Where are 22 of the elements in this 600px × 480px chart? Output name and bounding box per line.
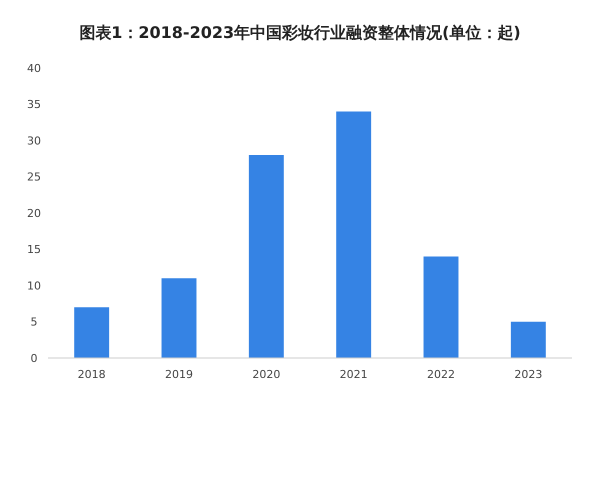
bar <box>162 278 196 358</box>
y-tick-label: 10 <box>27 279 41 292</box>
x-tick-label: 2021 <box>340 368 368 381</box>
y-tick-label: 40 <box>27 62 41 75</box>
bar <box>424 256 458 358</box>
bar <box>510 322 546 358</box>
bar <box>74 307 110 358</box>
y-tick-label: 5 <box>30 316 38 329</box>
y-tick-label: 25 <box>27 170 41 184</box>
y-tick-label: 30 <box>27 134 41 148</box>
y-tick-label: 35 <box>27 98 41 112</box>
bar <box>336 112 372 358</box>
x-tick-label: 2022 <box>427 368 455 381</box>
x-tick-label: 2020 <box>252 368 280 381</box>
y-tick-label: 20 <box>27 206 41 220</box>
x-tick-label: 2019 <box>165 368 193 381</box>
x-tick-label: 2023 <box>514 368 542 381</box>
y-tick-label: 0 <box>30 352 38 365</box>
chart-title: 图表1：2018-2023年中国彩妆行业融资整体情况(单位：起) <box>79 23 521 42</box>
x-tick-label: 2018 <box>78 368 106 381</box>
bar <box>248 155 284 358</box>
y-tick-label: 15 <box>27 243 41 256</box>
